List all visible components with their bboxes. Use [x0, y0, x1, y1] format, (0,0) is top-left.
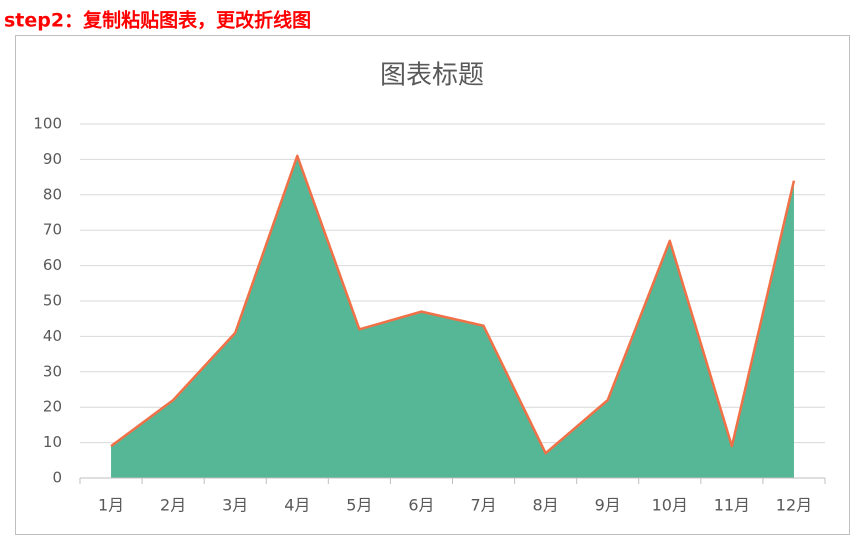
- area: [111, 155, 794, 479]
- x-tick-label: 12月: [776, 496, 812, 515]
- y-tick-label: 10: [43, 433, 62, 451]
- x-tick-label: 11月: [714, 496, 750, 515]
- y-tick-label: 30: [43, 362, 62, 380]
- x-tick-label: 7月: [470, 496, 496, 515]
- y-tick-label: 70: [43, 221, 62, 239]
- x-tick-label: 4月: [284, 496, 310, 515]
- x-tick-label: 5月: [346, 496, 372, 515]
- x-tick-label: 8月: [533, 496, 559, 515]
- x-tick-label: 1月: [98, 496, 124, 515]
- x-tick-label: 3月: [222, 496, 248, 515]
- y-tick-label: 0: [52, 469, 62, 487]
- y-tick-label: 40: [43, 327, 62, 345]
- y-tick-label: 90: [43, 150, 62, 168]
- x-tick-label: 9月: [595, 496, 621, 515]
- x-tick-label: 2月: [160, 496, 186, 515]
- x-tick-label: 6月: [408, 496, 434, 515]
- y-tick-label: 60: [43, 256, 62, 274]
- y-tick-label: 20: [43, 398, 62, 416]
- y-tick-label: 100: [33, 115, 62, 133]
- line: [110, 154, 796, 455]
- x-tick-label: 10月: [652, 496, 688, 515]
- y-tick-label: 50: [43, 292, 62, 310]
- step-header: step2：复制粘贴图表，更改折线图: [4, 9, 311, 32]
- y-tick-label: 80: [43, 185, 62, 203]
- chart-title: 图表标题: [380, 61, 484, 91]
